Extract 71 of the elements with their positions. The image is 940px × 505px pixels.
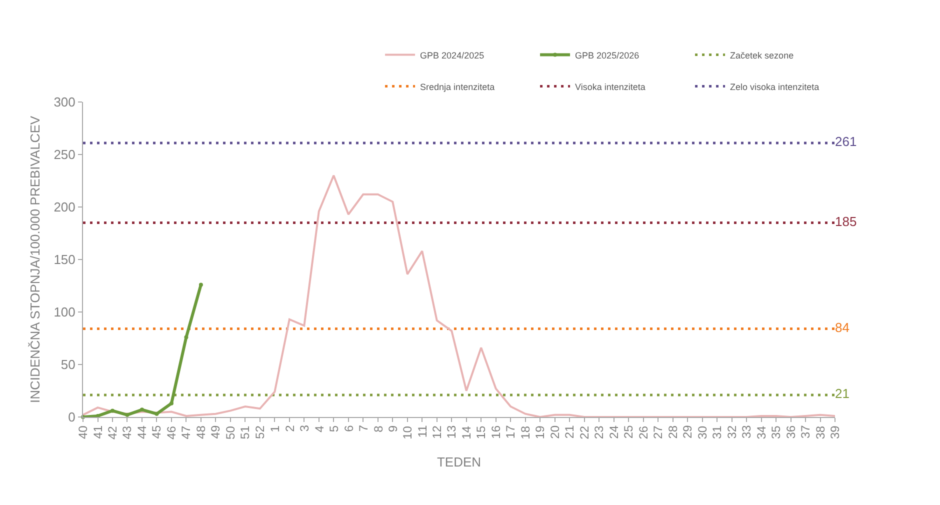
x-tick-label: 6 — [342, 424, 356, 432]
y-tick-label: 300 — [54, 94, 76, 110]
x-tick-label: 1 — [268, 425, 282, 432]
x-tick-label: 45 — [150, 425, 164, 439]
x-tick-label: 27 — [651, 425, 666, 440]
x-tick-label: 12 — [430, 425, 444, 439]
data-label: 185 — [835, 214, 857, 229]
x-tick-label: 16 — [488, 425, 503, 439]
x-tick-label: 38 — [813, 426, 828, 440]
x-tick-label: 48 — [194, 425, 208, 439]
x-tick-label: 13 — [444, 424, 459, 439]
x-tick-label: 29 — [680, 424, 695, 439]
x-tick-label: 49 — [208, 425, 223, 439]
y-tick-label: 250 — [54, 147, 76, 162]
x-tick-label: 36 — [784, 425, 798, 439]
legend-label: Zelo visoka intenziteta — [730, 82, 820, 92]
x-tick-label: 10 — [400, 426, 414, 440]
legend-label: GPB 2025/2026 — [575, 50, 640, 60]
y-tick-label: 200 — [54, 200, 76, 215]
x-tick-label: 25 — [622, 424, 636, 439]
x-axis-title: TEDEN — [436, 454, 482, 470]
x-tick-label: 3 — [298, 424, 312, 432]
x-tick-label: 30 — [695, 426, 710, 440]
x-tick-label: 40 — [76, 425, 90, 439]
x-tick-label: 23 — [592, 425, 606, 440]
x-tick-label: 46 — [164, 426, 178, 440]
x-tick-label: 24 — [606, 425, 621, 439]
legend-label: GPB 2024/2025 — [420, 50, 484, 60]
x-tick-label: 17 — [504, 424, 518, 439]
data-label: 261 — [835, 134, 857, 150]
x-tick-label: 35 — [769, 425, 784, 440]
data-label: 84 — [835, 320, 850, 336]
x-tick-label: 7 — [356, 424, 371, 432]
x-tick-label: 9 — [386, 425, 400, 432]
x-tick-label: 22 — [577, 426, 592, 440]
x-tick-label: 34 — [754, 426, 768, 440]
y-axis-title: INCIDENČNA STOPNJA/100.000 PREBIVALCEV — [28, 116, 43, 404]
y-tick-label: 50 — [60, 357, 76, 372]
x-tick-label: 19 — [533, 425, 548, 440]
x-tick-label: 26 — [636, 426, 650, 440]
x-tick-label: 37 — [798, 424, 813, 439]
x-tick-label: 4 — [312, 425, 326, 432]
legend-label: Visoka intenziteta — [575, 82, 646, 92]
x-tick-label: 21 — [562, 424, 577, 439]
y-tick-label: 150 — [54, 252, 76, 268]
legend-label: Začetek sezone — [730, 50, 794, 60]
x-tick-label: 52 — [252, 425, 267, 439]
data-label: 21 — [835, 386, 850, 402]
x-tick-label: 41 — [90, 425, 105, 439]
x-tick-label: 14 — [459, 426, 474, 440]
x-tick-label: 33 — [740, 424, 754, 439]
x-tick-label: 43 — [120, 426, 134, 440]
y-tick-label: 0 — [68, 410, 76, 425]
x-tick-label: 42 — [105, 426, 120, 440]
x-tick-label: 50 — [223, 426, 238, 440]
x-tick-label: 18 — [518, 426, 532, 440]
y-tick-label: 100 — [54, 304, 76, 320]
x-tick-label: 28 — [666, 425, 680, 439]
x-tick-label: 44 — [134, 425, 149, 439]
x-tick-label: 51 — [238, 426, 252, 440]
x-tick-label: 31 — [710, 425, 724, 440]
x-tick-label: 11 — [416, 424, 430, 438]
legend-label: Srednja intenziteta — [420, 82, 495, 92]
x-tick-label: 20 — [548, 425, 562, 439]
x-tick-label: 8 — [371, 425, 386, 432]
x-tick-label: 5 — [327, 425, 342, 432]
x-tick-label: 39 — [828, 425, 842, 439]
x-tick-label: 47 — [179, 426, 194, 440]
x-tick-label: 15 — [474, 425, 488, 440]
x-tick-label: 32 — [724, 425, 739, 439]
x-tick-label: 2 — [282, 424, 297, 432]
